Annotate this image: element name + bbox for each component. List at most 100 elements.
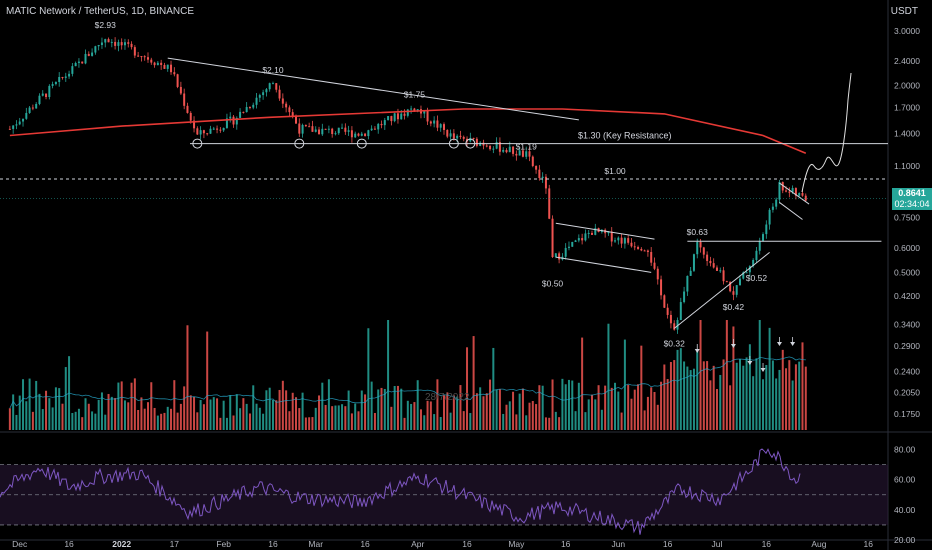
y-tick-label: 2.4000 bbox=[894, 56, 920, 66]
volume-bar bbox=[745, 357, 748, 430]
candle-body bbox=[31, 107, 34, 109]
candle-body bbox=[433, 120, 436, 124]
volume-bar bbox=[429, 401, 432, 430]
y-tick-label: 3.0000 bbox=[894, 26, 920, 36]
volume-bar bbox=[350, 413, 353, 430]
last-price: 0.8641 bbox=[898, 187, 926, 198]
candle-body bbox=[785, 190, 788, 192]
volume-bar bbox=[449, 412, 452, 430]
candle-body bbox=[54, 81, 57, 85]
candle-body bbox=[360, 133, 363, 136]
candle-body bbox=[686, 275, 689, 292]
volume-bar bbox=[604, 385, 607, 430]
candle-body bbox=[416, 109, 419, 112]
volume-bar bbox=[41, 409, 44, 430]
candle-body bbox=[551, 218, 554, 258]
candle-body bbox=[535, 165, 538, 170]
candle-body bbox=[77, 61, 80, 63]
projected-path bbox=[801, 72, 852, 193]
volume-bar bbox=[571, 380, 574, 430]
candle-body bbox=[446, 129, 449, 137]
volume-bar bbox=[416, 380, 419, 430]
candle-body bbox=[709, 260, 712, 264]
rsi-tick-label: 80.00 bbox=[894, 445, 916, 455]
volume-bar bbox=[104, 414, 107, 430]
volume-bar bbox=[673, 360, 676, 430]
candle-body bbox=[87, 53, 90, 56]
volume-bar bbox=[686, 366, 689, 430]
price-annotation: $1.00 bbox=[604, 166, 626, 176]
candle-body bbox=[248, 107, 251, 109]
x-tick-label: Apr bbox=[411, 539, 424, 549]
volume-bar bbox=[433, 414, 436, 430]
bar-countdown: 02:34:04 bbox=[894, 198, 930, 209]
candle-body bbox=[364, 133, 367, 137]
volume-bar bbox=[666, 379, 669, 430]
candle-body bbox=[525, 151, 528, 157]
currency-label: USDT bbox=[890, 6, 918, 17]
candle-body bbox=[107, 39, 110, 43]
candle-body bbox=[64, 76, 67, 78]
ascending-trendline bbox=[673, 251, 770, 329]
volume-bar bbox=[702, 361, 705, 430]
candle-body bbox=[324, 128, 327, 130]
candle-body bbox=[679, 302, 682, 321]
candle-body bbox=[742, 272, 745, 279]
y-tick-label: 0.1750 bbox=[894, 409, 920, 419]
support-touch-circle bbox=[465, 138, 476, 149]
volume-bar bbox=[426, 400, 429, 430]
candle-body bbox=[380, 123, 383, 126]
volume-bar bbox=[521, 388, 524, 430]
volume-bar bbox=[186, 325, 189, 430]
x-tick-label: 17 bbox=[170, 539, 180, 549]
volume-bar bbox=[706, 361, 709, 430]
candle-body bbox=[719, 270, 722, 272]
candle-body bbox=[216, 128, 219, 130]
candle-body bbox=[396, 113, 399, 120]
volume-bar bbox=[600, 409, 603, 430]
candle-body bbox=[150, 59, 153, 63]
volume-bar bbox=[637, 384, 640, 430]
candle-body bbox=[393, 113, 396, 122]
x-tick-label: 16 bbox=[462, 539, 472, 549]
candle-body bbox=[449, 133, 452, 137]
candle-body bbox=[321, 128, 324, 135]
volume-bar bbox=[87, 403, 90, 430]
candle-body bbox=[436, 120, 439, 128]
candle-body bbox=[791, 188, 794, 192]
volume-bar bbox=[245, 403, 248, 430]
candle-body bbox=[492, 148, 495, 150]
candle-body bbox=[166, 64, 169, 69]
candle-body bbox=[341, 127, 344, 129]
volume-bar bbox=[607, 323, 610, 430]
volume-bar bbox=[377, 389, 380, 430]
candle-body bbox=[456, 135, 459, 139]
candle-body bbox=[627, 238, 630, 243]
support-touch-circle bbox=[448, 138, 459, 149]
y-tick-label: 0.4200 bbox=[894, 291, 920, 301]
volume-bar bbox=[344, 406, 347, 430]
candle-body bbox=[400, 113, 403, 120]
candle-body bbox=[38, 95, 41, 104]
candle-body bbox=[699, 241, 702, 248]
candle-body bbox=[554, 253, 557, 258]
candle-body bbox=[729, 281, 732, 292]
volume-bar bbox=[242, 398, 245, 430]
volume-bar bbox=[393, 386, 396, 430]
candle-body bbox=[755, 250, 758, 260]
volume-bar bbox=[528, 402, 531, 430]
candle-body bbox=[426, 110, 429, 122]
candle-body bbox=[567, 246, 570, 248]
symbol-title[interactable]: MATIC Network / TetherUS, 1D, BINANCE bbox=[6, 6, 195, 17]
volume-bar bbox=[758, 320, 761, 430]
volume-bar bbox=[584, 412, 587, 430]
volume-bar bbox=[798, 361, 801, 430]
candle-body bbox=[370, 128, 373, 131]
x-tick-label: Mar bbox=[308, 539, 323, 549]
volume-arrow bbox=[776, 342, 782, 346]
volume-bar bbox=[663, 364, 666, 430]
y-tick-label: 0.2900 bbox=[894, 341, 920, 351]
candle-body bbox=[235, 117, 238, 125]
candle-body bbox=[48, 85, 51, 98]
candle-body bbox=[91, 52, 94, 56]
